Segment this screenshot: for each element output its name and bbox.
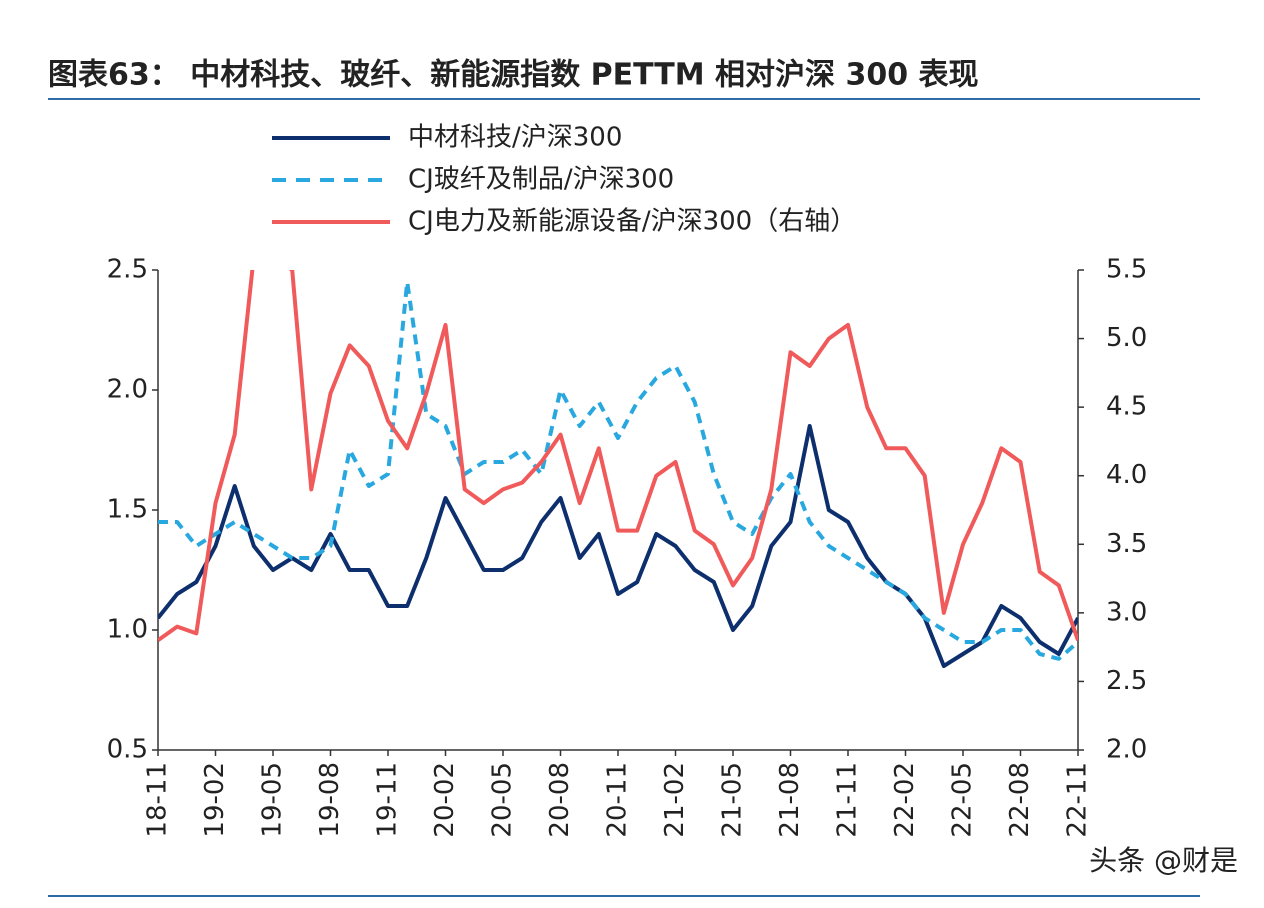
x-tick-label: 19-11 bbox=[373, 762, 403, 838]
legend-label: 中材科技/沪深300 bbox=[408, 123, 622, 153]
y2-tick-label: 5.0 bbox=[1106, 323, 1147, 353]
x-tick-label: 22-11 bbox=[1063, 762, 1093, 838]
series-line bbox=[158, 424, 1078, 668]
x-tick-label: 19-08 bbox=[315, 762, 345, 838]
y-tick-label: 1.5 bbox=[107, 495, 148, 525]
chart-title: 图表63： 中材科技、玻纤、新能源指数 PETTM 相对沪深 300 表现 bbox=[48, 58, 979, 93]
series-line bbox=[158, 280, 1078, 661]
y2-tick-label: 3.5 bbox=[1106, 529, 1147, 559]
x-tick-label: 20-02 bbox=[430, 762, 460, 838]
y2-tick-label: 4.0 bbox=[1106, 460, 1147, 490]
y2-tick-label: 3.0 bbox=[1106, 597, 1147, 627]
legend-label: CJ电力及新能源设备/沪深300（右轴） bbox=[408, 207, 856, 237]
x-tick-label: 19-02 bbox=[200, 762, 230, 838]
x-tick-label: 21-02 bbox=[660, 762, 690, 838]
series-line bbox=[158, 270, 1078, 642]
y2-tick-label: 4.5 bbox=[1106, 392, 1147, 422]
y-tick-label: 1.0 bbox=[107, 615, 148, 645]
y-tick-label: 2.0 bbox=[107, 375, 148, 405]
x-tick-label: 21-05 bbox=[718, 762, 748, 838]
x-tick-label: 21-11 bbox=[833, 762, 863, 838]
x-tick-label: 21-08 bbox=[775, 762, 805, 838]
x-tick-label: 18-11 bbox=[143, 762, 173, 838]
plot-area bbox=[158, 270, 1078, 668]
x-tick-label: 20-08 bbox=[545, 762, 575, 838]
x-tick-label: 22-02 bbox=[890, 762, 920, 838]
y2-tick-label: 2.5 bbox=[1106, 666, 1147, 696]
y-tick-label: 0.5 bbox=[107, 735, 148, 765]
x-tick-label: 20-11 bbox=[603, 762, 633, 838]
y-tick-label: 2.5 bbox=[107, 255, 148, 285]
x-tick-label: 20-05 bbox=[488, 762, 518, 838]
y2-tick-label: 5.5 bbox=[1106, 255, 1147, 285]
x-tick-label: 22-08 bbox=[1005, 762, 1035, 838]
y2-tick-label: 2.0 bbox=[1106, 735, 1147, 765]
x-tick-label: 19-05 bbox=[258, 762, 288, 838]
legend-label: CJ玻纤及制品/沪深300 bbox=[408, 165, 674, 195]
x-tick-label: 22-05 bbox=[948, 762, 978, 838]
watermark: 头条 @财是 bbox=[1089, 844, 1238, 877]
